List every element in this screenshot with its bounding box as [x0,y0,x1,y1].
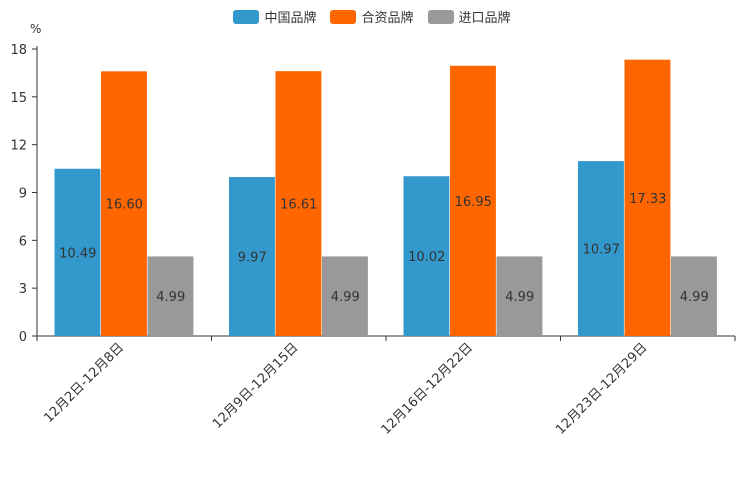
x-tick-label: 12月16日-12月22日 [379,340,476,437]
x-tick-label: 12月9日-12月15日 [210,340,302,432]
bar [275,71,322,336]
data-label: 10.49 [59,246,96,261]
legend-swatch-imported-brand [427,9,454,24]
bar [54,168,101,336]
bar [403,176,450,336]
data-label: 16.95 [455,195,492,210]
data-label: 10.02 [408,250,445,265]
legend-item-china-brand[interactable]: 中国品牌 [233,7,316,26]
y-tick-label: 12 [10,139,27,154]
bar [624,59,671,337]
legend-item-joint-venture-brand[interactable]: 合资品牌 [330,7,414,26]
data-label: 16.61 [280,198,317,213]
y-tick-label: 0 [19,330,27,345]
legend-item-imported-brand[interactable]: 进口品牌 [427,7,511,26]
y-tick-label: 3 [19,282,27,297]
bar [229,177,275,336]
bar [101,71,147,337]
bar [496,256,543,336]
bar [578,161,624,336]
data-label: 17.33 [629,192,666,207]
bar [147,256,194,336]
legend-label-imported-brand: 进口品牌 [458,11,511,26]
legend-swatch-joint-venture-brand [330,9,357,24]
legend-label-joint-venture-brand: 合资品牌 [361,11,414,26]
y-tick-label: 9 [19,187,27,202]
data-label: 10.97 [583,243,620,258]
data-label: 4.99 [331,290,360,305]
data-label: 9.97 [238,251,267,266]
data-label: 16.60 [106,198,143,213]
bar [322,256,368,336]
bar [450,65,496,336]
legend-label-china-brand: 中国品牌 [264,11,317,26]
y-tick-label: 15 [10,91,27,106]
y-tick-label: 18 [10,43,27,58]
x-tick-label: 12月2日-12月8日 [41,340,127,426]
x-tick-label: 12月23日-12月29日 [553,340,650,437]
legend-swatch-china-brand [233,9,260,24]
data-label: 4.99 [156,290,185,305]
bar [671,256,717,336]
data-label: 4.99 [505,290,534,305]
y-axis-unit-label: % [30,22,42,36]
y-tick-label: 6 [19,234,27,249]
data-label: 4.99 [680,290,709,305]
legend: 中国品牌 合资品牌 进口品牌 [0,7,744,26]
